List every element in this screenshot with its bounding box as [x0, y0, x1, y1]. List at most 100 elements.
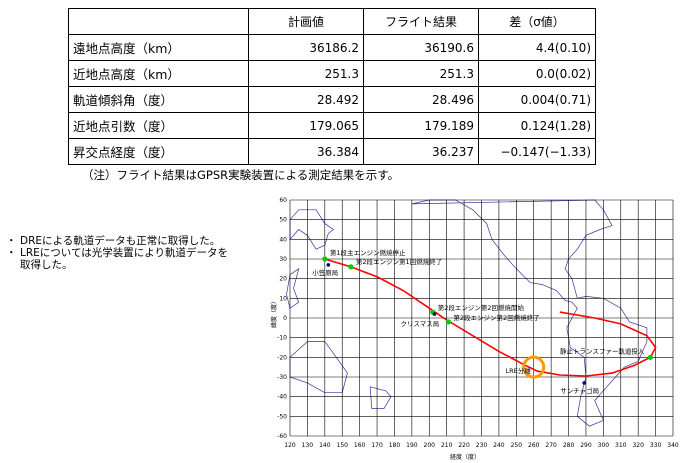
- y-tick-label: -30: [277, 374, 287, 381]
- y-tick-label: -40: [277, 394, 287, 401]
- x-axis-label: 経度（度）: [450, 453, 480, 461]
- table-row: 近地点高度（km） 251.3 251.3 0.0(0.02): [68, 60, 596, 87]
- table-header-row: 計画値 フライト結果 差（σ値）: [68, 8, 596, 35]
- x-tick-label: 310: [615, 442, 627, 449]
- y-tick-label: 20: [279, 276, 287, 283]
- coastline: [289, 209, 335, 250]
- event-point: [647, 354, 653, 360]
- x-tick-label: 190: [406, 442, 418, 449]
- x-tick-label: 330: [650, 442, 662, 449]
- event-label: 第2段エンジン第1回燃焼終了: [356, 257, 442, 266]
- x-tick-label: 140: [319, 442, 331, 449]
- row-flight: 28.496: [363, 86, 479, 113]
- y-tick-label: -60: [277, 433, 287, 440]
- row-plan: 36186.2: [248, 34, 364, 61]
- row-plan: 36.384: [248, 138, 364, 165]
- ground-track-chart: 120 130 140 150 160 170 180 190 200 210 220 230 240 2…: [270, 197, 679, 461]
- bullet-text: DREによる軌道データも正常に取得した。: [20, 235, 221, 247]
- row-diff: 4.4(0.10): [478, 34, 596, 61]
- row-diff: −0.147(−1.33): [478, 138, 596, 165]
- y-tick-label: -50: [277, 413, 287, 420]
- y-tick-label: 30: [279, 256, 287, 263]
- event-point: [322, 256, 328, 262]
- coastline-map: [286, 199, 648, 427]
- y-tick-label: 50: [279, 217, 287, 224]
- chart-axes: 120 130 140 150 160 170 180 190 200 210 220 230 240 2…: [277, 197, 679, 449]
- y-tick-label: -20: [277, 354, 287, 361]
- row-flight: 251.3: [363, 60, 479, 87]
- event-label: 第1段主エンジン燃焼停止: [330, 248, 406, 257]
- bullet-text: LREについては光学装置により軌道データを: [20, 247, 229, 259]
- bullet-text-continuation: 取得した。: [20, 259, 73, 271]
- x-tick-label: 260: [528, 442, 540, 449]
- row-label: 近地点引数（度）: [68, 112, 249, 139]
- row-plan: 179.065: [248, 112, 364, 139]
- x-tick-label: 270: [545, 442, 557, 449]
- ground-track-line: [324, 258, 657, 377]
- coastline: [411, 199, 648, 427]
- x-tick-label: 340: [667, 442, 679, 449]
- event-point: [348, 264, 354, 270]
- row-flight: 179.189: [363, 112, 479, 139]
- x-tick-label: 250: [511, 442, 523, 449]
- x-tick-label: 180: [389, 442, 401, 449]
- row-diff: 0.0(0.02): [478, 60, 596, 87]
- row-label: 昇交点経度（度）: [68, 138, 249, 165]
- station-point: [582, 381, 587, 385]
- table-row: 昇交点経度（度） 36.384 36.237 −0.147(−1.33): [68, 138, 596, 165]
- x-tick-label: 280: [563, 442, 575, 449]
- y-tick-label: 0: [283, 315, 287, 322]
- x-tick-label: 170: [371, 442, 383, 449]
- lre-separation-ring: [522, 355, 546, 379]
- station-point: [326, 263, 331, 267]
- x-tick-label: 320: [632, 442, 644, 449]
- ground-track: [324, 258, 657, 377]
- y-tick-label: 60: [279, 197, 287, 204]
- row-label: 近地点高度（km）: [68, 60, 249, 87]
- header-plan: 計画値: [248, 8, 364, 35]
- row-flight: 36190.6: [363, 34, 479, 61]
- bullet-dot-icon: ・: [6, 247, 17, 259]
- table-row: 遠地点高度（km） 36186.2 36190.6 4.4(0.10): [68, 34, 596, 61]
- header-blank: [68, 8, 249, 35]
- station-label: サンチャゴ局: [560, 386, 599, 395]
- x-tick-label: 210: [441, 442, 453, 449]
- chart-marks: LRE分離 第1段主エンジン燃焼停止第2段エンジン第1回燃焼終了第2段エンジン第2…: [312, 248, 653, 395]
- x-tick-label: 120: [284, 442, 296, 449]
- coastline: [286, 267, 300, 309]
- station-point: [432, 312, 437, 316]
- x-tick-label: 300: [598, 442, 610, 449]
- header-diff: 差（σ値）: [478, 8, 596, 35]
- x-tick-label: 200: [424, 442, 436, 449]
- table-note: （注）フライト結果はGPSR実験装置による測定結果を示す。: [82, 168, 400, 182]
- row-plan: 251.3: [248, 60, 364, 87]
- row-label: 軌道傾斜角（度）: [68, 86, 249, 113]
- x-tick-label: 290: [580, 442, 592, 449]
- station-label: 小笠原局: [312, 268, 338, 277]
- station-label: クリスマス局: [400, 320, 439, 328]
- chart-grid: [289, 199, 674, 437]
- x-tick-label: 240: [493, 442, 505, 449]
- row-flight: 36.237: [363, 138, 479, 165]
- row-diff: 0.124(1.28): [478, 112, 596, 139]
- bullet-list: ・ DREによる軌道データも正常に取得した。 ・ LREについては光学装置により…: [6, 235, 228, 271]
- table-row: 近地点引数（度） 179.065 179.189 0.124(1.28): [68, 112, 596, 139]
- event-label: 第2段エンジン第2回燃焼終了: [453, 313, 539, 322]
- x-tick-label: 130: [302, 442, 314, 449]
- event-label: 静止トランスファー軌道投入: [560, 346, 645, 355]
- x-tick-label: 150: [337, 442, 349, 449]
- x-tick-label: 230: [476, 442, 488, 449]
- bullet-dot-icon: ・: [6, 235, 17, 247]
- row-label: 遠地点高度（km）: [68, 34, 249, 61]
- orbit-results-table: 計画値 フライト結果 差（σ値） 遠地点高度（km） 36186.2 36190…: [68, 8, 596, 165]
- x-tick-label: 220: [458, 442, 470, 449]
- y-axis-label: 緯度（度）: [270, 298, 278, 328]
- y-tick-label: -10: [277, 335, 287, 342]
- bullet-item: ・ LREについては光学装置により軌道データを: [6, 247, 228, 259]
- header-flight: フライト結果: [363, 8, 479, 35]
- y-tick-label: 40: [279, 236, 287, 243]
- coastline: [369, 386, 392, 409]
- table-row: 軌道傾斜角（度） 28.492 28.496 0.004(0.71): [68, 86, 596, 113]
- event-point: [445, 319, 452, 325]
- y-tick-label: 10: [279, 295, 287, 302]
